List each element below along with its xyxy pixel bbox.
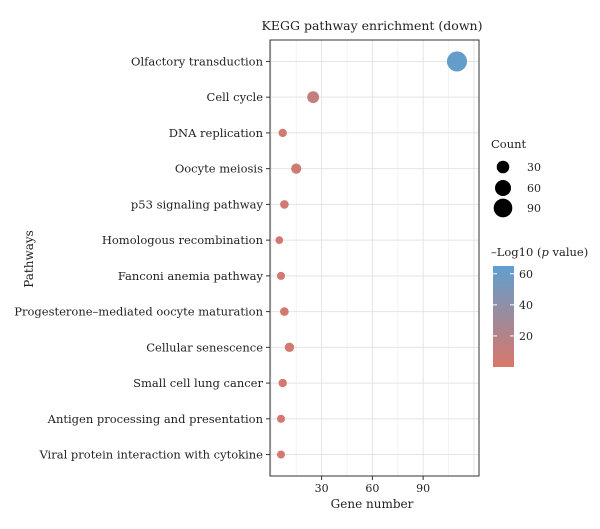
size-legend-key xyxy=(496,160,510,174)
color-legend-title-p: p xyxy=(541,245,549,259)
size-legend-label: 90 xyxy=(527,202,541,215)
size-legend-label: 30 xyxy=(527,161,541,174)
y-tick-label: Antigen processing and presentation xyxy=(47,412,264,426)
y-tick-label: Viral protein interaction with cytokine xyxy=(38,448,263,462)
data-point xyxy=(291,163,302,174)
y-tick-label: Small cell lung cancer xyxy=(133,376,263,390)
size-legend-key xyxy=(493,198,513,218)
data-point xyxy=(276,271,286,280)
color-legend-title-prefix: –Log10 ( xyxy=(491,245,541,259)
y-tick-label: Homologous recombination xyxy=(102,233,264,247)
plot-border xyxy=(269,39,480,477)
data-point xyxy=(276,450,286,459)
color-legend-bar xyxy=(493,266,514,367)
y-tick-label: DNA replication xyxy=(169,126,264,140)
color-legend: –Log10 (p value) 20 40 60 xyxy=(491,245,588,367)
color-legend-label: 40 xyxy=(519,299,533,312)
y-tick-label: Progesterone–mediated oocyte maturation xyxy=(14,305,263,319)
size-legend-label: 60 xyxy=(527,182,541,195)
plot-frame xyxy=(269,39,480,477)
plot-panel: 30 60 90 Olfactory transduction Cell cycle DN… xyxy=(14,39,480,495)
data-point xyxy=(280,200,289,209)
color-legend-title-suffix: value) xyxy=(549,245,588,259)
color-legend-label: 20 xyxy=(519,330,533,343)
data-point xyxy=(276,414,286,423)
size-legend-key xyxy=(494,179,512,197)
size-legend-title: Count xyxy=(491,137,527,151)
data-point xyxy=(307,91,320,104)
y-axis-title: Pathways xyxy=(22,230,36,288)
y-tick-label: Oocyte meiosis xyxy=(175,162,263,176)
y-tick-label: Cell cycle xyxy=(207,90,264,104)
data-point xyxy=(278,128,287,138)
size-legend: Count 30 60 90 xyxy=(491,137,541,218)
color-legend-title: –Log10 (p value) xyxy=(491,245,588,259)
y-tick-label: Olfactory transduction xyxy=(131,54,264,68)
data-point xyxy=(278,378,287,388)
y-tick-label: Fanconi anemia pathway xyxy=(118,269,264,283)
y-tick-label: p53 signaling pathway xyxy=(131,197,264,211)
x-tick-label: 60 xyxy=(365,482,379,495)
x-tick-label: 90 xyxy=(416,482,430,495)
y-tick-label: Cellular senescence xyxy=(146,340,263,354)
data-point xyxy=(284,342,295,353)
color-legend-label: 60 xyxy=(519,268,533,281)
data-point xyxy=(275,236,284,245)
x-tick-label: 30 xyxy=(315,482,329,495)
data-point xyxy=(280,307,289,316)
data-point xyxy=(446,51,468,72)
x-axis-title: Gene number xyxy=(331,497,414,511)
chart-title: KEGG pathway enrichment (down) xyxy=(262,18,483,33)
